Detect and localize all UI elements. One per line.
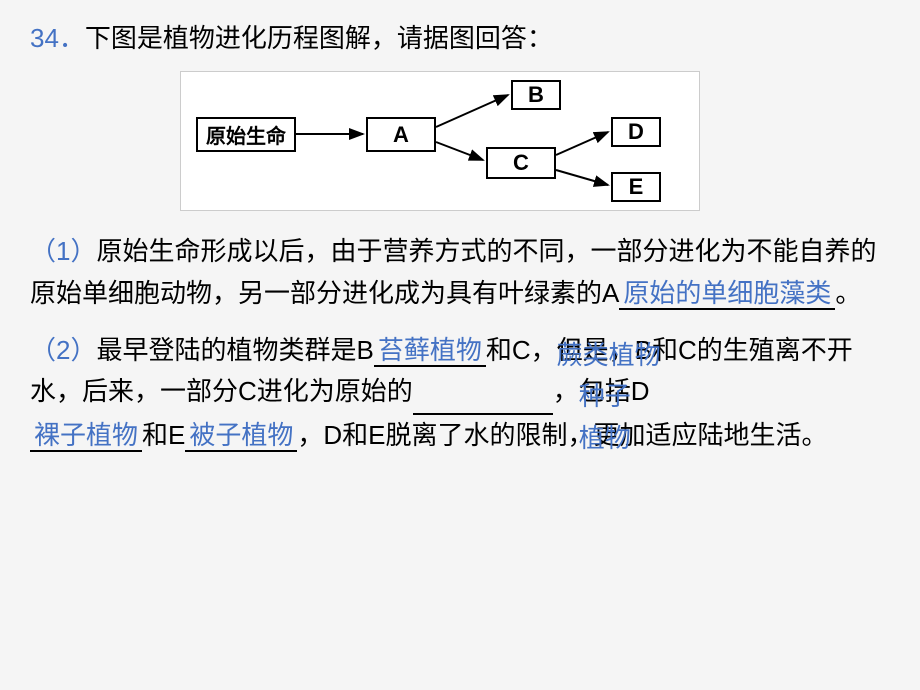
q2-answer-d: 裸子植物 xyxy=(30,420,142,452)
q2-text1: 最早登陆的植物类群是B xyxy=(96,335,373,365)
content-body: （1）原始生命形成以后，由于营养方式的不同，一部分进化为不能自养的原始单细胞动物… xyxy=(30,231,890,456)
q1-label: （1） xyxy=(30,236,96,266)
q2-text2: 和C xyxy=(486,335,531,365)
diagram-box-origin: 原始生命 xyxy=(196,117,296,152)
question-2: （2）最早登陆的植物类群是B苔藓植物和C，但是，B和蕨类植物C的生殖离不开水，后… xyxy=(30,330,890,457)
diagram-box-e: E xyxy=(611,172,661,202)
q2-text5: 和E xyxy=(142,420,185,450)
diagram-box-b: B xyxy=(511,80,561,110)
question-header: 34．下图是植物进化历程图解，请据图回答： xyxy=(30,20,890,56)
question-number: 34． xyxy=(30,23,85,53)
q2-answer-seed: 种子植物 xyxy=(579,376,650,459)
diagram-box-c: C xyxy=(486,147,556,179)
q2-text4: ，包括D种子植物 xyxy=(553,376,650,406)
diagram-box-a: A xyxy=(366,117,436,152)
question-1: （1）原始生命形成以后，由于营养方式的不同，一部分进化为不能自养的原始单细胞动物… xyxy=(30,231,890,314)
q2-answer-e: 被子植物 xyxy=(185,420,297,452)
q2-overlap-answer: 蕨类植物 xyxy=(557,335,661,377)
diagram-box-d: D xyxy=(611,117,661,147)
evolution-diagram: 原始生命 A B C D E xyxy=(180,71,700,211)
question-title: 下图是植物进化历程图解，请据图回答： xyxy=(85,23,553,53)
q2-text6: ，D和E脱离了水的限制，更加适应陆地生活。 xyxy=(297,420,827,450)
q1-text2: 。 xyxy=(835,278,861,308)
q2-answer-b: 苔藓植物 xyxy=(374,335,486,367)
q2-blank1 xyxy=(413,371,553,415)
q1-answer1: 原始的单细胞藻类 xyxy=(619,278,835,310)
q2-label: （2） xyxy=(30,335,96,365)
